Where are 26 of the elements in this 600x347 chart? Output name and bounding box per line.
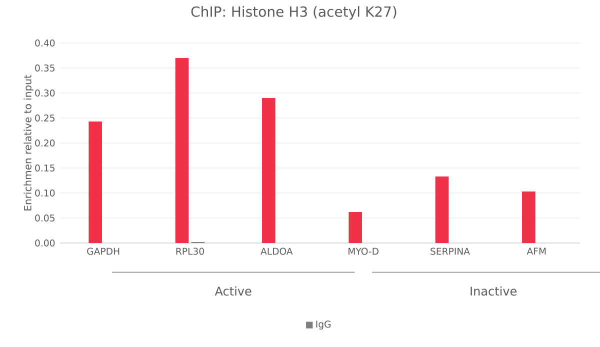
x-tick-label: AFM: [526, 248, 546, 255]
x-tick-label: SERPINA: [430, 248, 470, 255]
y-tick-label: 0.30: [35, 89, 55, 97]
bar: [522, 192, 536, 243]
y-axis-title: Enrichmen relative to input: [24, 74, 34, 210]
bar: [175, 58, 189, 243]
y-tick-label: 0.25: [35, 114, 54, 122]
x-tick-label: MYO-D: [348, 248, 378, 255]
bar: [262, 98, 276, 243]
y-tick-label: 0.40: [35, 39, 55, 47]
bar: [88, 122, 102, 243]
y-tick-label: 0.15: [35, 164, 54, 172]
y-tick-label: 0.05: [35, 214, 54, 222]
x-tick-label: RPL30: [176, 248, 204, 255]
y-tick-label: 0.20: [35, 139, 55, 147]
y-tick-label: 0.35: [35, 64, 54, 72]
text: Inactive: [470, 286, 517, 296]
bar: [348, 212, 362, 243]
bar: [435, 176, 449, 243]
x-tick-label: ALDOA: [260, 248, 293, 255]
y-tick-label: 0.10: [35, 189, 55, 197]
chart-title: ChIP: Histone H3 (acetyl K27): [191, 6, 396, 20]
x-tick-label: GAPDH: [87, 248, 120, 255]
legend-label: IgG: [316, 320, 331, 330]
y-tick-label: 0.00: [35, 239, 55, 247]
text: Active: [214, 286, 252, 296]
